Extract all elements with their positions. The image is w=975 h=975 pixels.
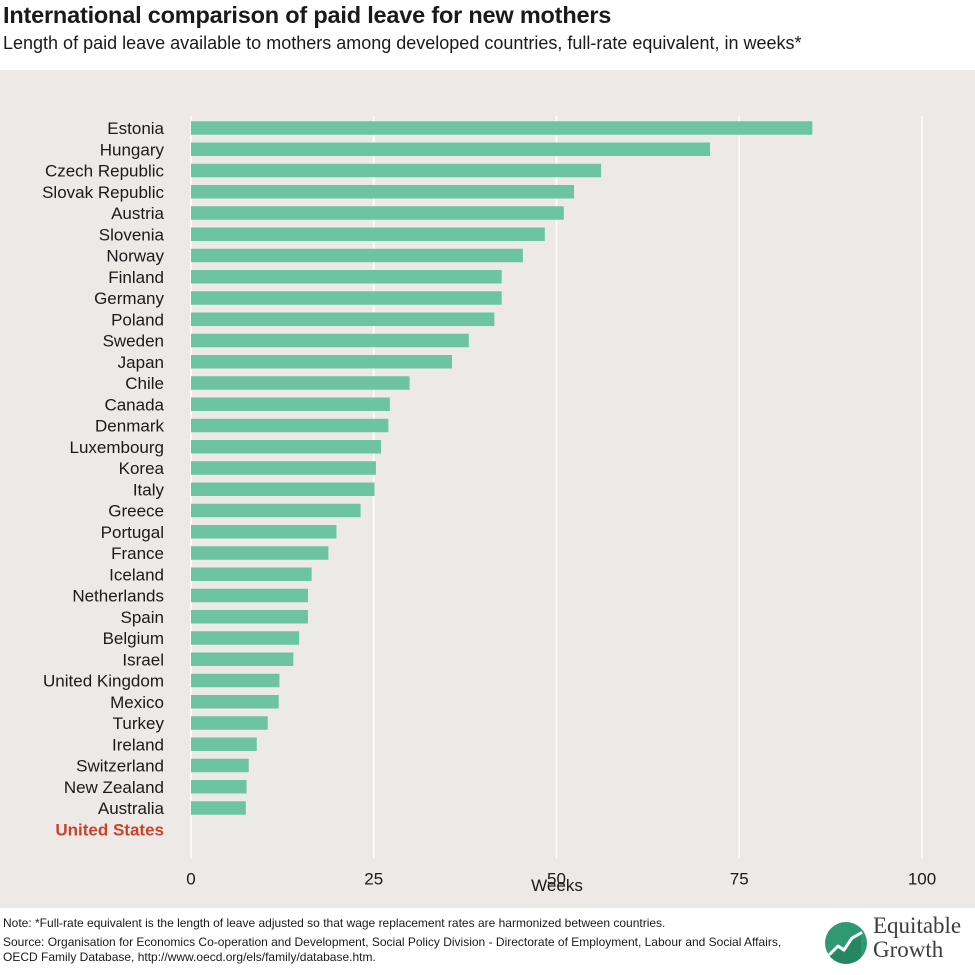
category-label: Estonia bbox=[107, 119, 164, 138]
category-label: Norway bbox=[106, 247, 164, 266]
bar bbox=[191, 673, 280, 688]
category-label: Finland bbox=[108, 268, 164, 287]
category-label: Czech Republic bbox=[45, 162, 165, 181]
bar bbox=[191, 227, 545, 241]
source-text: Source: Organisation for Economics Co-op… bbox=[3, 935, 782, 964]
equitable-growth-logo: Equitable Growth bbox=[825, 914, 975, 972]
bar bbox=[191, 355, 452, 369]
bar bbox=[191, 567, 312, 581]
category-label: Sweden bbox=[103, 332, 164, 351]
x-tick-label: 0 bbox=[186, 870, 195, 889]
bar bbox=[191, 652, 294, 666]
x-axis-label: Weeks bbox=[531, 876, 583, 895]
category-label: Slovenia bbox=[99, 225, 165, 244]
x-tick-label: 25 bbox=[364, 870, 383, 889]
category-label: Spain bbox=[121, 608, 164, 627]
bar bbox=[191, 312, 495, 326]
x-tick-label: 100 bbox=[908, 870, 936, 889]
bar bbox=[191, 461, 376, 475]
bar bbox=[191, 503, 361, 518]
category-label: Ireland bbox=[112, 735, 164, 754]
category-label: Israel bbox=[122, 650, 164, 669]
chart-header: International comparison of paid leave f… bbox=[0, 0, 975, 70]
category-label: Iceland bbox=[109, 565, 164, 584]
x-tick-label: 50 bbox=[547, 870, 566, 889]
category-label: Denmark bbox=[95, 417, 164, 436]
bar bbox=[191, 142, 711, 156]
category-label: Belgium bbox=[103, 629, 164, 648]
category-label: Switzerland bbox=[76, 757, 164, 776]
bar bbox=[191, 631, 300, 645]
chart-footer: Note: *Full-rate equivalent is the lengt… bbox=[0, 908, 975, 975]
bar bbox=[191, 248, 523, 263]
category-label: Turkey bbox=[113, 714, 165, 733]
bar bbox=[191, 610, 308, 624]
bar bbox=[191, 333, 469, 348]
bar bbox=[191, 780, 247, 794]
category-label: France bbox=[111, 544, 164, 563]
bar bbox=[191, 121, 813, 135]
chart-subtitle: Length of paid leave available to mother… bbox=[3, 33, 802, 53]
category-label: Mexico bbox=[110, 693, 164, 712]
bar bbox=[191, 801, 246, 815]
footnote: Note: *Full-rate equivalent is the lengt… bbox=[3, 916, 666, 930]
bar bbox=[191, 185, 575, 199]
bars bbox=[191, 121, 813, 815]
logo-line-1: Equitable bbox=[873, 913, 962, 938]
bar bbox=[191, 163, 602, 178]
category-label: Australia bbox=[98, 799, 165, 818]
category-label: Hungary bbox=[100, 140, 165, 159]
bar bbox=[191, 588, 308, 603]
category-label: Portugal bbox=[101, 523, 164, 542]
category-label: Korea bbox=[119, 459, 165, 478]
bar bbox=[191, 397, 390, 411]
category-label: Austria bbox=[111, 204, 164, 223]
chart-title: International comparison of paid leave f… bbox=[3, 2, 612, 28]
bar bbox=[191, 525, 337, 539]
category-label: Germany bbox=[94, 289, 164, 308]
category-labels: Estonia Hungary Czech Republic Slovak Repub… bbox=[42, 119, 164, 839]
bar bbox=[191, 418, 389, 433]
bar bbox=[191, 440, 382, 454]
category-label: Poland bbox=[111, 310, 164, 329]
category-label: New Zealand bbox=[64, 778, 164, 797]
bar bbox=[191, 737, 257, 751]
bar bbox=[191, 206, 564, 220]
bar-chart: Estonia Hungary Czech Republic Slovak Repub… bbox=[42, 116, 936, 895]
category-label: United States bbox=[55, 820, 164, 839]
category-label: Italy bbox=[133, 480, 165, 499]
logo-text: Equitable Growth bbox=[873, 914, 961, 962]
bar bbox=[191, 376, 410, 390]
growth-chart-icon bbox=[825, 922, 867, 964]
bar bbox=[191, 270, 502, 284]
category-label: United Kingdom bbox=[43, 672, 164, 691]
category-label: Japan bbox=[118, 353, 164, 372]
bar bbox=[191, 758, 249, 773]
bar bbox=[191, 482, 375, 496]
x-axis-ticks: 0 25 50 75 100 bbox=[186, 870, 936, 889]
category-label: Luxembourg bbox=[69, 438, 164, 457]
category-label: Chile bbox=[125, 374, 164, 393]
logo-line-2: Growth bbox=[873, 937, 944, 962]
category-label: Slovak Republic bbox=[42, 183, 164, 202]
x-tick-label: 75 bbox=[730, 870, 749, 889]
bar bbox=[191, 546, 329, 560]
bar bbox=[191, 695, 279, 709]
bar bbox=[191, 716, 268, 730]
category-label: Greece bbox=[108, 502, 164, 521]
bar bbox=[191, 291, 502, 305]
category-label: Netherlands bbox=[72, 587, 164, 606]
category-label: Canada bbox=[104, 395, 164, 414]
